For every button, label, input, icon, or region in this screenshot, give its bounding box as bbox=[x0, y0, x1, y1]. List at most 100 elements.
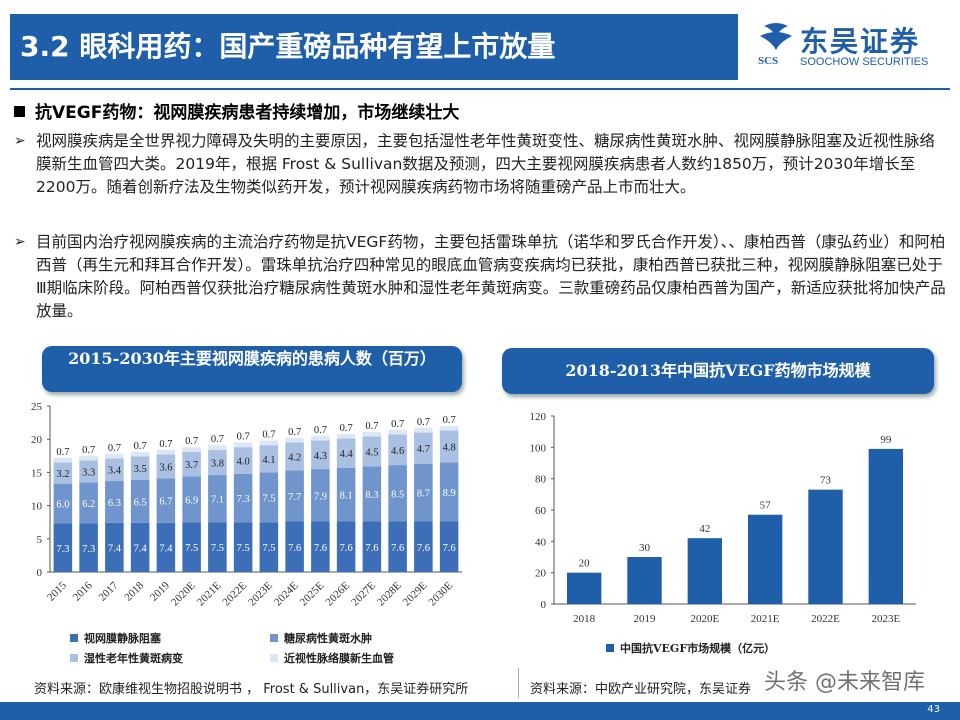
legend-swatch bbox=[270, 654, 278, 662]
legend-item: 湿性老年性黄斑病变 bbox=[70, 650, 183, 666]
data-label: 7.4 bbox=[108, 543, 122, 554]
data-label: 4.6 bbox=[391, 446, 404, 457]
data-label: 0.7 bbox=[340, 423, 353, 434]
bar-segment bbox=[53, 483, 73, 524]
data-label: 7.5 bbox=[262, 493, 275, 504]
bar-segment bbox=[208, 449, 227, 476]
data-label: 7.6 bbox=[365, 543, 378, 554]
data-label: 4.7 bbox=[417, 444, 430, 455]
bar-segment bbox=[259, 445, 279, 473]
data-label: 3.2 bbox=[56, 469, 69, 480]
x-tick-label: 2029E bbox=[401, 579, 430, 608]
bar-segment bbox=[156, 449, 176, 455]
bar bbox=[868, 448, 904, 604]
legend-swatch bbox=[70, 654, 78, 662]
data-label: 7.6 bbox=[340, 543, 353, 554]
data-label: 0.7 bbox=[262, 430, 275, 441]
source-note-right: 资料来源：中欧产业研究院，东吴证券 bbox=[530, 682, 752, 697]
bar-segment bbox=[439, 462, 459, 522]
data-label: 8.1 bbox=[340, 491, 353, 502]
data-label: 6.9 bbox=[185, 495, 198, 506]
bar-segment bbox=[130, 522, 150, 572]
source-note-left: 资料来源：欧康维视生物招股说明书 ， Frost & Sullivan，东吴证券… bbox=[34, 682, 469, 697]
arrow-bullet-icon: ➢ bbox=[14, 234, 26, 250]
bar-segment bbox=[208, 522, 227, 572]
data-label: 7.3 bbox=[82, 544, 95, 555]
x-tick-label: 2020E bbox=[169, 579, 198, 608]
data-label: 4.5 bbox=[365, 447, 378, 458]
data-label: 8.3 bbox=[365, 490, 378, 501]
bar-segment bbox=[285, 521, 304, 572]
data-label: 7.3 bbox=[237, 494, 250, 505]
data-label: 7.6 bbox=[443, 543, 456, 554]
data-label: 0.7 bbox=[443, 415, 456, 426]
square-bullet-icon bbox=[14, 106, 25, 117]
data-label: 0.7 bbox=[82, 445, 95, 456]
bar-segment bbox=[362, 431, 382, 437]
bar-segment bbox=[233, 522, 253, 572]
data-label: 7.5 bbox=[211, 543, 224, 554]
data-label: 7.5 bbox=[185, 543, 198, 554]
bar-segment bbox=[53, 523, 73, 572]
bar-segment bbox=[156, 522, 176, 572]
x-tick-label: 2017 bbox=[96, 579, 120, 603]
legend-item: 糖尿病性黄斑水肿 bbox=[270, 630, 372, 646]
header-divider bbox=[10, 88, 950, 90]
bar-segment bbox=[311, 440, 330, 470]
data-label: 3.6 bbox=[159, 462, 172, 473]
data-label: 7.6 bbox=[314, 543, 327, 554]
data-label: 0.7 bbox=[391, 419, 404, 430]
legend-item: 视网膜静脉阻塞 bbox=[70, 630, 161, 646]
bar-segment bbox=[130, 479, 150, 523]
data-label: 0.7 bbox=[159, 439, 172, 450]
bar-segment bbox=[208, 475, 227, 523]
data-label: 0.7 bbox=[365, 421, 378, 432]
x-tick-label: 2019 bbox=[634, 613, 657, 625]
chart-left-banner: 2015-2030年主要视网膜疾病的患病人数（百万） bbox=[42, 346, 462, 392]
y-tick-label: 20 bbox=[535, 568, 547, 580]
bar-segment bbox=[182, 522, 201, 572]
legend-label: 糖尿病性黄斑水肿 bbox=[284, 632, 372, 645]
bar-segment bbox=[233, 473, 253, 523]
legend-label: 中国抗VEGF市场规模（亿元） bbox=[620, 642, 776, 655]
bullet-paragraph: ➢ 视网膜疾病是全世界视力障碍及失明的主要原因，主要包括湿性老年性黄斑变性、糖尿… bbox=[14, 130, 946, 199]
legend-swatch bbox=[270, 634, 278, 642]
section-heading-text: 抗VEGF药物：视网膜疾病患者持续增加，市场继续壮大 bbox=[35, 103, 460, 123]
bar-segment bbox=[156, 454, 176, 479]
page-title: 3.2 眼科用药：国产重磅品种有望上市放量 bbox=[10, 14, 738, 80]
bar-segment bbox=[439, 430, 459, 463]
bar-segment bbox=[130, 456, 150, 480]
data-label: 4.2 bbox=[288, 452, 301, 463]
legend-label: 湿性老年性黄斑病变 bbox=[84, 652, 183, 665]
bar-segment bbox=[311, 469, 330, 522]
legend-swatch bbox=[70, 634, 78, 642]
bar bbox=[627, 557, 662, 604]
bar-segment bbox=[182, 447, 201, 452]
data-label: 4.4 bbox=[340, 449, 354, 460]
bar-segment bbox=[259, 522, 279, 572]
y-tick-label: 40 bbox=[535, 536, 547, 548]
data-label: 7.5 bbox=[237, 543, 250, 554]
bar-segment bbox=[53, 462, 73, 484]
logo-text-cn: 东吴证券 bbox=[800, 25, 921, 58]
bar-segment bbox=[311, 435, 330, 441]
bar-segment bbox=[439, 521, 459, 572]
bullet-text: 视网膜疾病是全世界视力障碍及失明的主要原因，主要包括湿性老年性黄斑变性、糖尿病性… bbox=[36, 132, 936, 196]
legend-label: 视网膜静脉阻塞 bbox=[84, 632, 161, 645]
data-label: 20 bbox=[579, 558, 591, 570]
x-tick-label: 2027E bbox=[349, 579, 378, 608]
bar-segment bbox=[336, 521, 356, 572]
data-label: 3.7 bbox=[185, 460, 198, 471]
data-label: 0.7 bbox=[314, 425, 327, 436]
bar-segment bbox=[259, 440, 279, 446]
bar-segment bbox=[130, 451, 150, 457]
bar-segment bbox=[105, 453, 124, 459]
x-tick-label: 2030E bbox=[426, 579, 455, 608]
brand-logo: SCS 东吴证券 SOOCHOW SECURITIES bbox=[752, 16, 952, 76]
bar bbox=[747, 514, 783, 604]
x-tick-label: 2024E bbox=[272, 579, 301, 608]
x-tick-label: 2022E bbox=[220, 579, 249, 608]
bar-segment bbox=[336, 467, 356, 522]
bar-segment bbox=[105, 522, 124, 572]
y-tick-label: 25 bbox=[31, 401, 43, 413]
